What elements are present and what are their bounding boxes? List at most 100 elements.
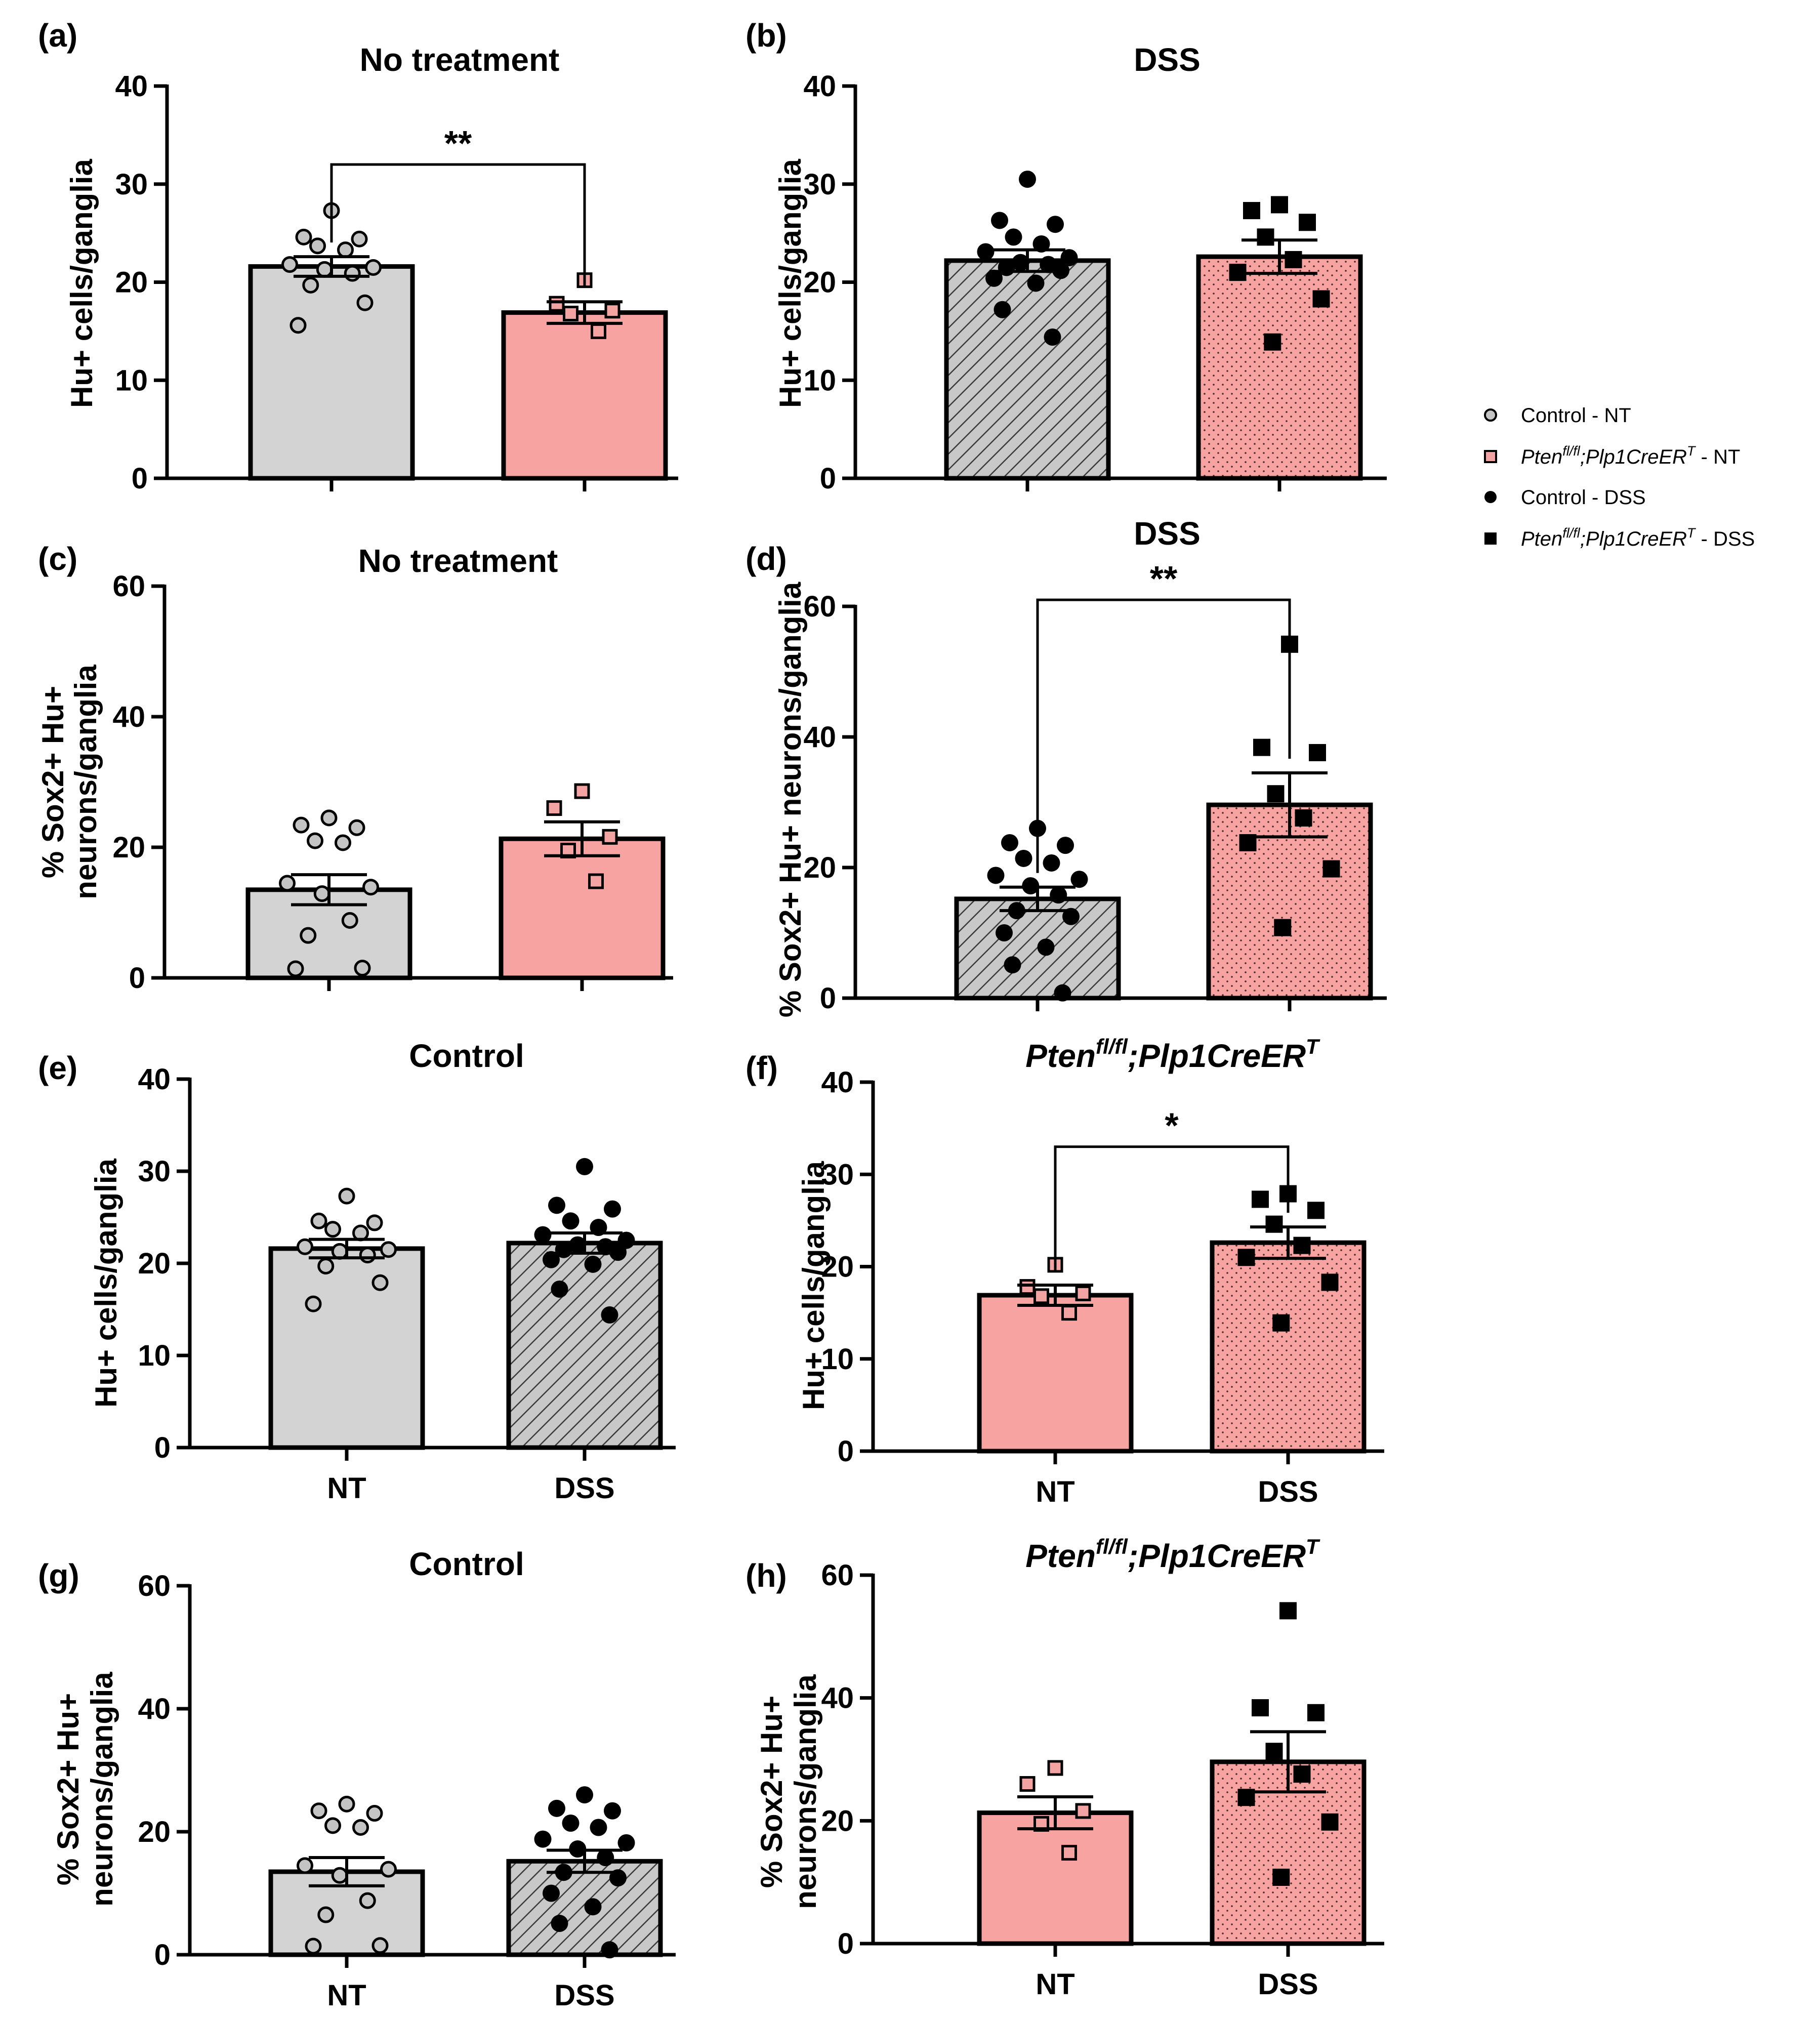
data-point (366, 1214, 383, 1231)
y-tick-label: 0 (154, 1939, 171, 1971)
data-point (1047, 216, 1064, 233)
data-point (348, 819, 365, 836)
data-point (1019, 1279, 1036, 1295)
data-point (548, 1799, 565, 1817)
data-point (324, 1817, 341, 1834)
panel-a: (a) No treatment Hu+ cells/ganglia 0 10 20… (38, 17, 678, 495)
data-point (1243, 202, 1260, 220)
data-point (380, 1241, 397, 1258)
data-point (1272, 1868, 1290, 1886)
data-point (1321, 1273, 1339, 1291)
data-point (1062, 908, 1080, 925)
y-axis-label-c-line2: neurons/ganglia (69, 665, 103, 899)
data-point (569, 1236, 587, 1254)
data-point (366, 1805, 383, 1822)
panel-title-d: DSS (1134, 515, 1201, 552)
y-tick-label: 30 (138, 1155, 171, 1188)
data-point (1271, 196, 1288, 214)
data-point (576, 1786, 593, 1804)
panel-title-a: No treatment (360, 42, 560, 78)
data-point (604, 1802, 621, 1820)
y-tick-label: 30 (821, 1158, 854, 1191)
y-tick-label: 30 (803, 168, 836, 201)
data-point (317, 1906, 335, 1923)
y-axis-label-c-line1: % Sox2+ Hu+ (36, 686, 70, 878)
x-tick-label: NT (1036, 1968, 1074, 2001)
y-axis-label-g-line2: neurons/ganglia (85, 1672, 119, 1907)
bar-control_dss (944, 258, 1111, 481)
data-point (584, 1898, 602, 1916)
data-point (359, 1892, 376, 1909)
data-point (1019, 171, 1036, 188)
y-tick-label: 20 (803, 266, 836, 299)
data-point (1285, 251, 1302, 268)
data-point (295, 228, 312, 245)
x-tick-label: NT (1036, 1475, 1074, 1508)
y-tick-label: 20 (112, 831, 145, 864)
data-point (604, 1200, 621, 1218)
legend-label-pten-nt: Ptenfl/fl;Plp1CreERT - NT (1521, 443, 1740, 468)
y-tick-label: 10 (138, 1339, 171, 1372)
panel-label-d: (d) (746, 541, 787, 577)
data-point (1070, 871, 1088, 888)
data-point (1047, 1760, 1063, 1776)
data-point (1253, 738, 1270, 756)
points-pten_dss (1239, 635, 1340, 936)
data-point (1004, 956, 1021, 974)
data-point (991, 212, 1008, 229)
data-point (359, 1247, 376, 1264)
panel-label-g: (g) (38, 1557, 79, 1594)
bar-control_nt (268, 1246, 425, 1450)
data-point (546, 800, 562, 816)
data-point (1264, 333, 1281, 351)
x-tick-label: NT (327, 1472, 366, 1505)
y-tick-label: 40 (138, 1693, 171, 1725)
data-point (1272, 1314, 1290, 1332)
data-point (335, 834, 351, 851)
legend-item-control-nt: Control - NT (1484, 404, 1631, 427)
y-axis-label-a: Hu+ cells/ganglia (65, 158, 99, 407)
y-axis-label-d: % Sox2+ Hu+ neurons/ganglia (773, 582, 807, 1017)
data-point (281, 256, 298, 273)
y-tick-label: 60 (803, 590, 836, 623)
y-tick-label: 0 (838, 1435, 854, 1468)
data-point (1032, 235, 1050, 253)
data-point (287, 960, 304, 977)
data-point (293, 816, 310, 834)
data-point (584, 1255, 602, 1273)
data-point (591, 323, 606, 339)
panel-label-e: (e) (38, 1050, 77, 1086)
y-tick-label: 20 (115, 266, 148, 299)
y-tick-label: 40 (115, 70, 148, 103)
data-point (341, 912, 358, 929)
y-tick-label: 60 (112, 570, 145, 603)
data-point (337, 241, 354, 259)
significance-bracket (1054, 1145, 1290, 1271)
data-point (1265, 1215, 1283, 1233)
data-point (1050, 886, 1067, 904)
panel-d: (d) DSS % Sox2+ Hu+ neurons/ganglia 0 20 4… (746, 515, 1387, 1017)
data-point (380, 1861, 397, 1878)
data-point (371, 1937, 389, 1954)
y-tick-label: 0 (154, 1431, 171, 1464)
y-tick-label: 40 (112, 701, 145, 733)
y-tick-label: 10 (821, 1343, 854, 1376)
legend-marker-control-dss (1484, 491, 1497, 503)
points-control_nt (297, 1795, 397, 1955)
data-point (1252, 1699, 1269, 1717)
data-point (977, 243, 995, 261)
data-point (543, 1251, 560, 1268)
data-point (996, 924, 1013, 941)
legend-marker-pten-nt (1484, 450, 1497, 463)
data-point (356, 294, 374, 311)
x-tick-label: DSS (1258, 1968, 1318, 2001)
y-tick-label: 40 (821, 1682, 854, 1715)
y-axis-label-h-line1: % Sox2+ Hu+ (755, 1696, 789, 1888)
data-point (1293, 1237, 1311, 1254)
y-tick-label: 0 (129, 962, 145, 995)
data-point (307, 832, 323, 849)
data-point (320, 809, 338, 827)
data-point (574, 783, 590, 799)
bar-pten_dss (1196, 254, 1363, 481)
